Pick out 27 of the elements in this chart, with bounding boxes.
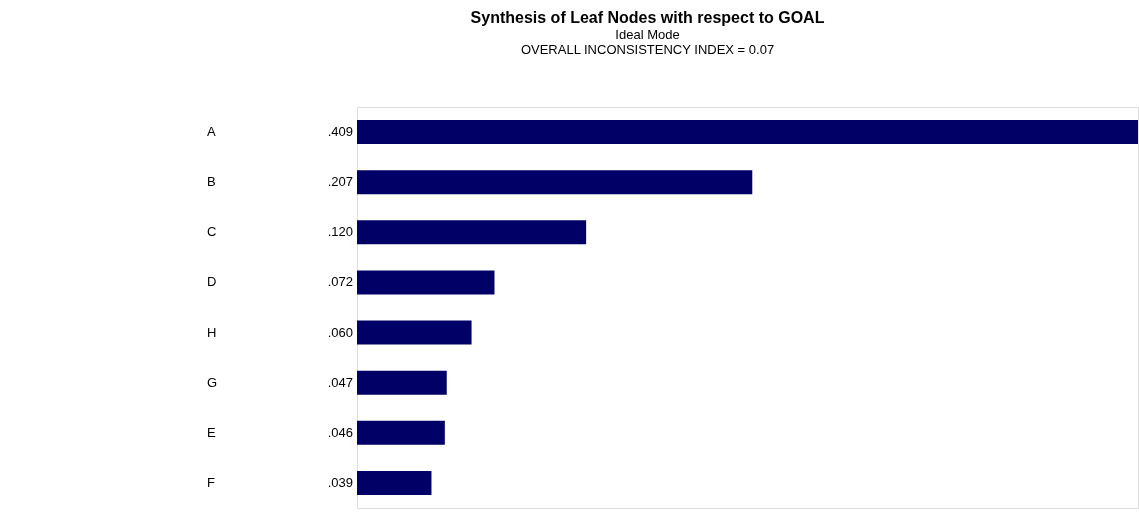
bar [357, 420, 445, 445]
bar [357, 370, 447, 395]
y-tick-label: H [207, 324, 217, 340]
y-tick-label: E [207, 424, 216, 440]
text: OVERALL INCONSISTENCY INDEX = 0.07 [520, 42, 775, 57]
y-tick-label: B [207, 174, 216, 190]
y-tick-label: F [207, 474, 215, 490]
chart-title: Synthesis of Leaf Nodes with respect to GOAL [470, 9, 825, 26]
y-tick-label: D [207, 274, 217, 290]
bar [357, 120, 1138, 145]
data-label: .060 [327, 324, 353, 340]
data-label: .047 [327, 374, 353, 390]
y-tick-label: C [207, 224, 217, 240]
bar [357, 470, 432, 495]
y-tick-label: A [207, 124, 216, 140]
chart-subtitle: Ideal Mode [615, 27, 680, 42]
bar [357, 170, 753, 195]
bar [357, 220, 587, 245]
data-label: .409 [327, 124, 353, 140]
data-label: .039 [327, 474, 353, 490]
data-label: .072 [327, 274, 353, 290]
y-tick-label: G [207, 374, 218, 390]
data-label: .046 [327, 424, 353, 440]
bar [357, 270, 495, 295]
data-label: .207 [327, 174, 353, 190]
data-label: .120 [327, 224, 353, 240]
bar [357, 320, 472, 345]
